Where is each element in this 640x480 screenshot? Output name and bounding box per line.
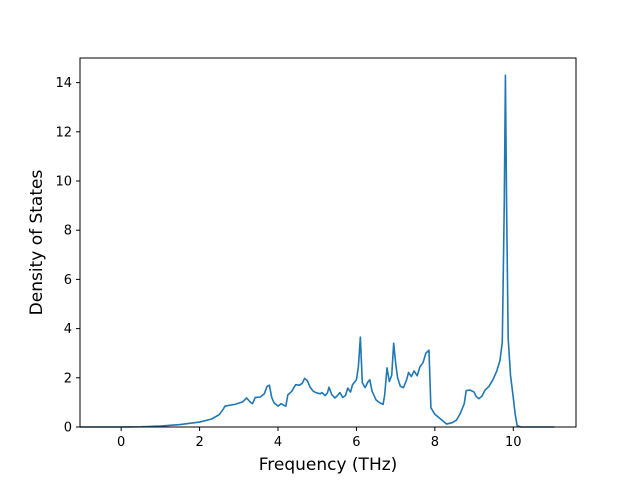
x-axis-ticks: 0 2 4 6 8 10 bbox=[117, 427, 522, 450]
y-tick-label: 14 bbox=[55, 76, 72, 91]
y-tick-label: 0 bbox=[64, 421, 72, 436]
y-tick-label: 2 bbox=[64, 371, 72, 386]
y-tick-label: 6 bbox=[64, 273, 72, 288]
x-tick-label: 6 bbox=[352, 435, 360, 450]
y-tick-label: 4 bbox=[64, 322, 72, 337]
dos-series-line bbox=[80, 74, 555, 428]
x-tick-label: 10 bbox=[505, 435, 522, 450]
x-axis-label: Frequency (THz) bbox=[259, 455, 398, 475]
plot-frame bbox=[79, 57, 577, 428]
x-tick-label: 4 bbox=[274, 435, 282, 450]
x-tick-label: 2 bbox=[195, 435, 203, 450]
y-tick-label: 12 bbox=[55, 125, 72, 140]
x-tick-label: 8 bbox=[431, 435, 439, 450]
y-axis-label: Density of States bbox=[27, 170, 47, 316]
x-tick-label: 0 bbox=[117, 435, 125, 450]
y-axis-ticks: 0 2 4 6 8 10 12 14 bbox=[55, 76, 80, 436]
y-tick-label: 8 bbox=[64, 224, 72, 239]
y-tick-label: 10 bbox=[55, 175, 72, 190]
